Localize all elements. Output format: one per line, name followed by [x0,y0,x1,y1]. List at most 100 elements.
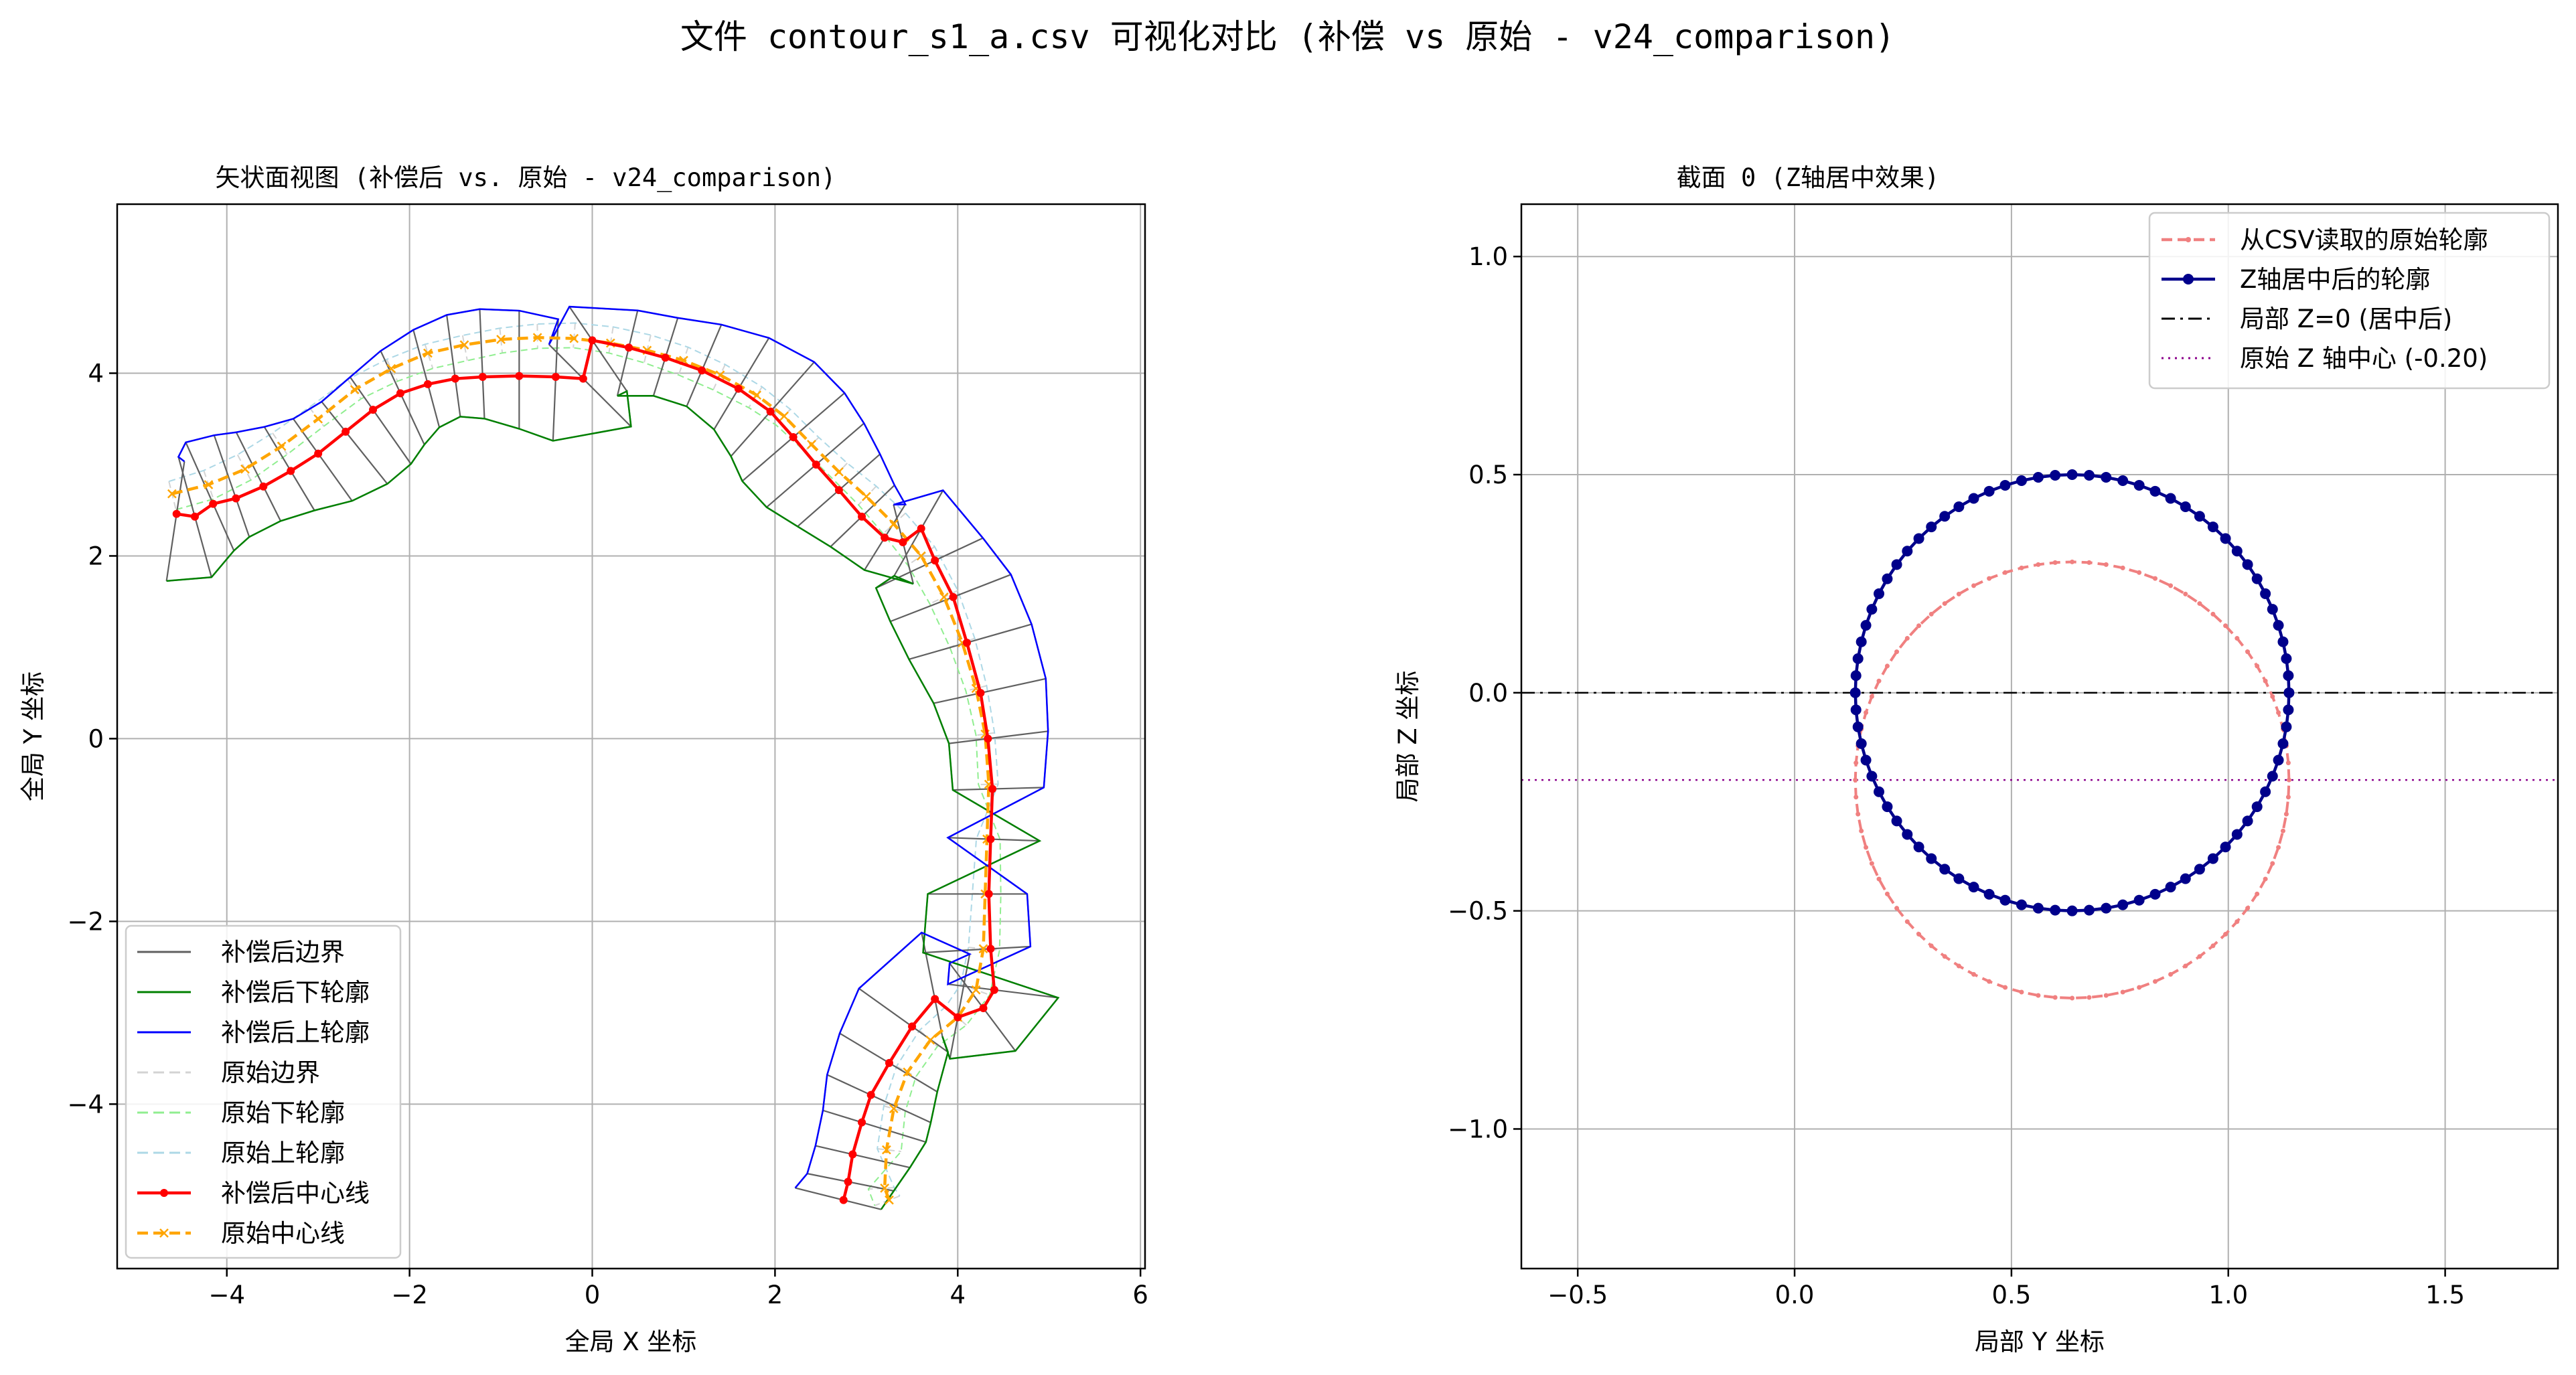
profile-point-orig [1929,612,1934,617]
legend-label-comp_center: 补偿后中心线 [221,1179,370,1208]
profile-point-orig [2210,943,2215,948]
profile-point-orig [2245,906,2250,910]
profile-point-centered [2283,688,2294,698]
profile-point-orig [1853,795,1858,799]
profile-point-centered [2281,653,2291,664]
profile-point-centered [1984,889,1995,900]
profile-point-centered [1851,670,1862,681]
original-centerline-marker [780,412,788,420]
profile-point-centered [1939,864,1950,874]
profile-point-centered [2084,905,2095,916]
profile-point-orig [1855,812,1860,817]
profile-point-centered [2252,801,2263,812]
original-centerline-marker [835,468,843,476]
profile-point-centered [1902,829,1912,839]
y-axis-label: 局部 Z 坐标 [1393,671,1422,803]
compensated-centerline-point [988,785,996,793]
profile-point-orig [2087,560,2091,565]
compensated-centerline-point [990,986,998,994]
compensated-centerline-point [735,385,743,393]
y-tick-label: 1.0 [1468,242,1508,271]
x-axis-label: 局部 Y 坐标 [1975,1327,2105,1356]
profile-point-centered [2252,574,2263,584]
plot-area [1521,469,2558,1000]
profile-point-centered [1953,501,1964,512]
profile-point-orig [2234,636,2239,641]
compensated-centerline-point [662,353,670,361]
profile-point-orig [1870,694,1874,699]
compensated-centerline-point [844,1178,852,1186]
profile-point-centered [2050,470,2060,481]
profile-point-orig [2263,679,2268,683]
profile-point-centered [2208,854,2218,864]
profile-point-orig [2223,623,2228,628]
profile-point-orig [2019,566,2024,570]
compensated-centerline-point [232,494,240,502]
y-tick-label: −1.0 [1448,1115,1508,1143]
profile-point-orig [2019,989,2024,994]
profile-point-orig [2121,566,2125,570]
profile-point-orig [2276,845,2281,850]
compensated-centerline-point [963,639,971,647]
profile-point-centered [2194,511,2205,521]
profile-point-orig [2276,710,2281,715]
compensated-boundary-segment [948,984,1059,997]
profile-point-orig [1853,778,1858,783]
legend-marker-comp_center [160,1189,168,1197]
profile-point-centered [2033,472,2044,483]
profile-point-orig [2234,919,2239,924]
x-tick-label: 0 [585,1281,601,1309]
profile-point-orig [2210,612,2215,617]
compensated-centerline-point [985,890,993,898]
legend-label-lower: 补偿后下轮廓 [221,978,370,1007]
profile-point-orig [1864,710,1868,715]
profile-point-orig [2070,995,2074,1000]
profile-point-centered [2134,480,2145,491]
profile-point-centered [1874,588,1884,599]
profile-point-orig [1987,576,1991,581]
profile-point-centered [2166,882,2176,892]
compensated-centerline-point [986,945,994,953]
compensated-centerline-point [954,1014,962,1022]
compensated-centerline-point [881,534,889,542]
compensated-centerline-point [899,538,907,546]
profile-point-centered [2033,903,2044,914]
profile-point-centered [2283,670,2293,681]
profile-point-centered [2180,874,2191,884]
profile-point-centered [2283,704,2293,715]
profile-point-centered [1926,521,1937,532]
profile-point-centered [2117,900,2128,910]
plot-marks [1521,469,2558,1000]
profile-point-orig [1894,906,1899,910]
profile-point-orig [2286,795,2291,799]
compensated-boundary-segment [933,679,1046,704]
profile-point-orig [2168,972,2173,977]
compensated-centerline-point [579,375,587,383]
compensated-centerline-point [812,461,820,469]
original-centerline-marker [926,1036,934,1044]
compensated-centerline-point [840,1196,848,1204]
compensated-boundary-segment [447,315,460,416]
x-tick-label: −2 [391,1281,428,1309]
profile-point-orig [1987,979,1991,984]
compensated-centerline-point [191,513,199,521]
profile-point-centered [1902,546,1912,556]
compensated-centerline-point [986,835,994,843]
profile-point-orig [2245,649,2250,654]
profile-point-centered [2208,521,2218,532]
profile-point-centered [2084,470,2095,481]
x-tick-label: 0.0 [1775,1281,1815,1309]
compensated-boundary-segment [479,309,484,419]
profile-point-orig [1870,861,1874,866]
original-centerline-marker [314,415,322,423]
profile-point-orig [2270,694,2275,699]
profile-point-centered [2150,889,2161,900]
profile-point-orig [2070,560,2074,564]
profile-point-centered [2281,722,2291,732]
compensated-centerline-point [931,995,939,1003]
legend-label-orig_upper: 原始上轮廓 [221,1139,345,1167]
legend: 补偿后边界补偿后下轮廓补偿后上轮廓原始边界原始下轮廓原始上轮廓补偿后中心线原始中… [126,926,400,1258]
profile-point-centered [1856,738,1867,749]
